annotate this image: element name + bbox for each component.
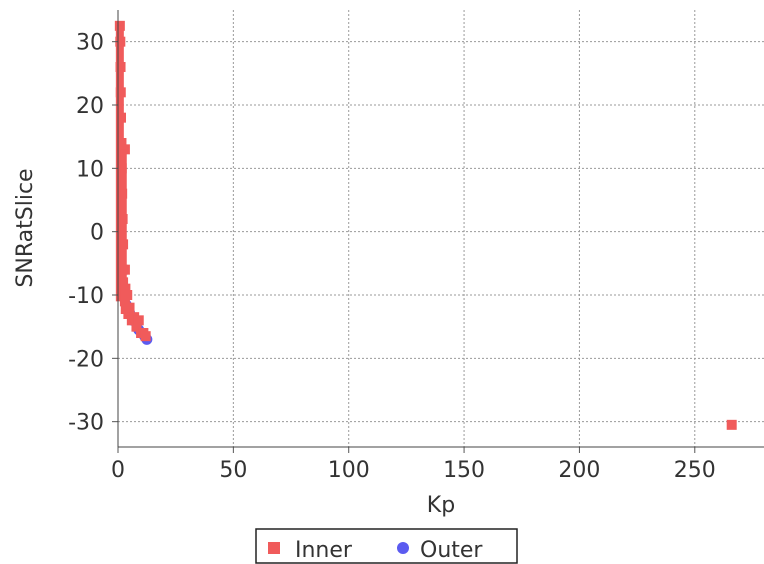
axes	[112, 10, 764, 453]
legend-outer-marker	[397, 542, 409, 554]
y-tick-label: 20	[76, 94, 104, 119]
inner-point	[123, 309, 134, 319]
chart-marks	[114, 20, 737, 430]
y-tick-label: -30	[68, 411, 104, 436]
y-tick-label: -10	[68, 284, 104, 309]
inner-point	[133, 315, 144, 326]
y-tick-label: 0	[90, 221, 104, 246]
legend-inner-label: Inner	[295, 538, 353, 563]
legend-inner-marker	[268, 542, 280, 554]
grid-lines	[118, 10, 764, 447]
legend: Inner Outer	[255, 528, 518, 564]
legend-box	[255, 528, 518, 564]
inner-point-cluster	[120, 149, 127, 314]
inner-point	[140, 331, 151, 342]
x-tick-label: 0	[111, 458, 125, 483]
legend-outer-label: Outer	[420, 538, 483, 563]
y-axis-title: SNRatSlice	[13, 168, 38, 287]
x-tick-label: 150	[443, 458, 485, 483]
x-axis-title: Kp	[427, 493, 455, 518]
x-tick-label: 200	[558, 458, 600, 483]
inner-point-cluster	[115, 25, 124, 302]
y-tick-label: 10	[76, 157, 104, 182]
inner-point	[726, 419, 737, 430]
y-tick-label: 30	[76, 31, 104, 56]
x-tick-label: 250	[674, 458, 716, 483]
inner-point	[122, 290, 133, 300]
y-tick-label: -20	[68, 347, 104, 372]
x-tick-label: 100	[328, 458, 370, 483]
inner-point	[131, 321, 142, 332]
x-tick-label: 50	[219, 458, 247, 483]
inner-point	[124, 302, 135, 313]
